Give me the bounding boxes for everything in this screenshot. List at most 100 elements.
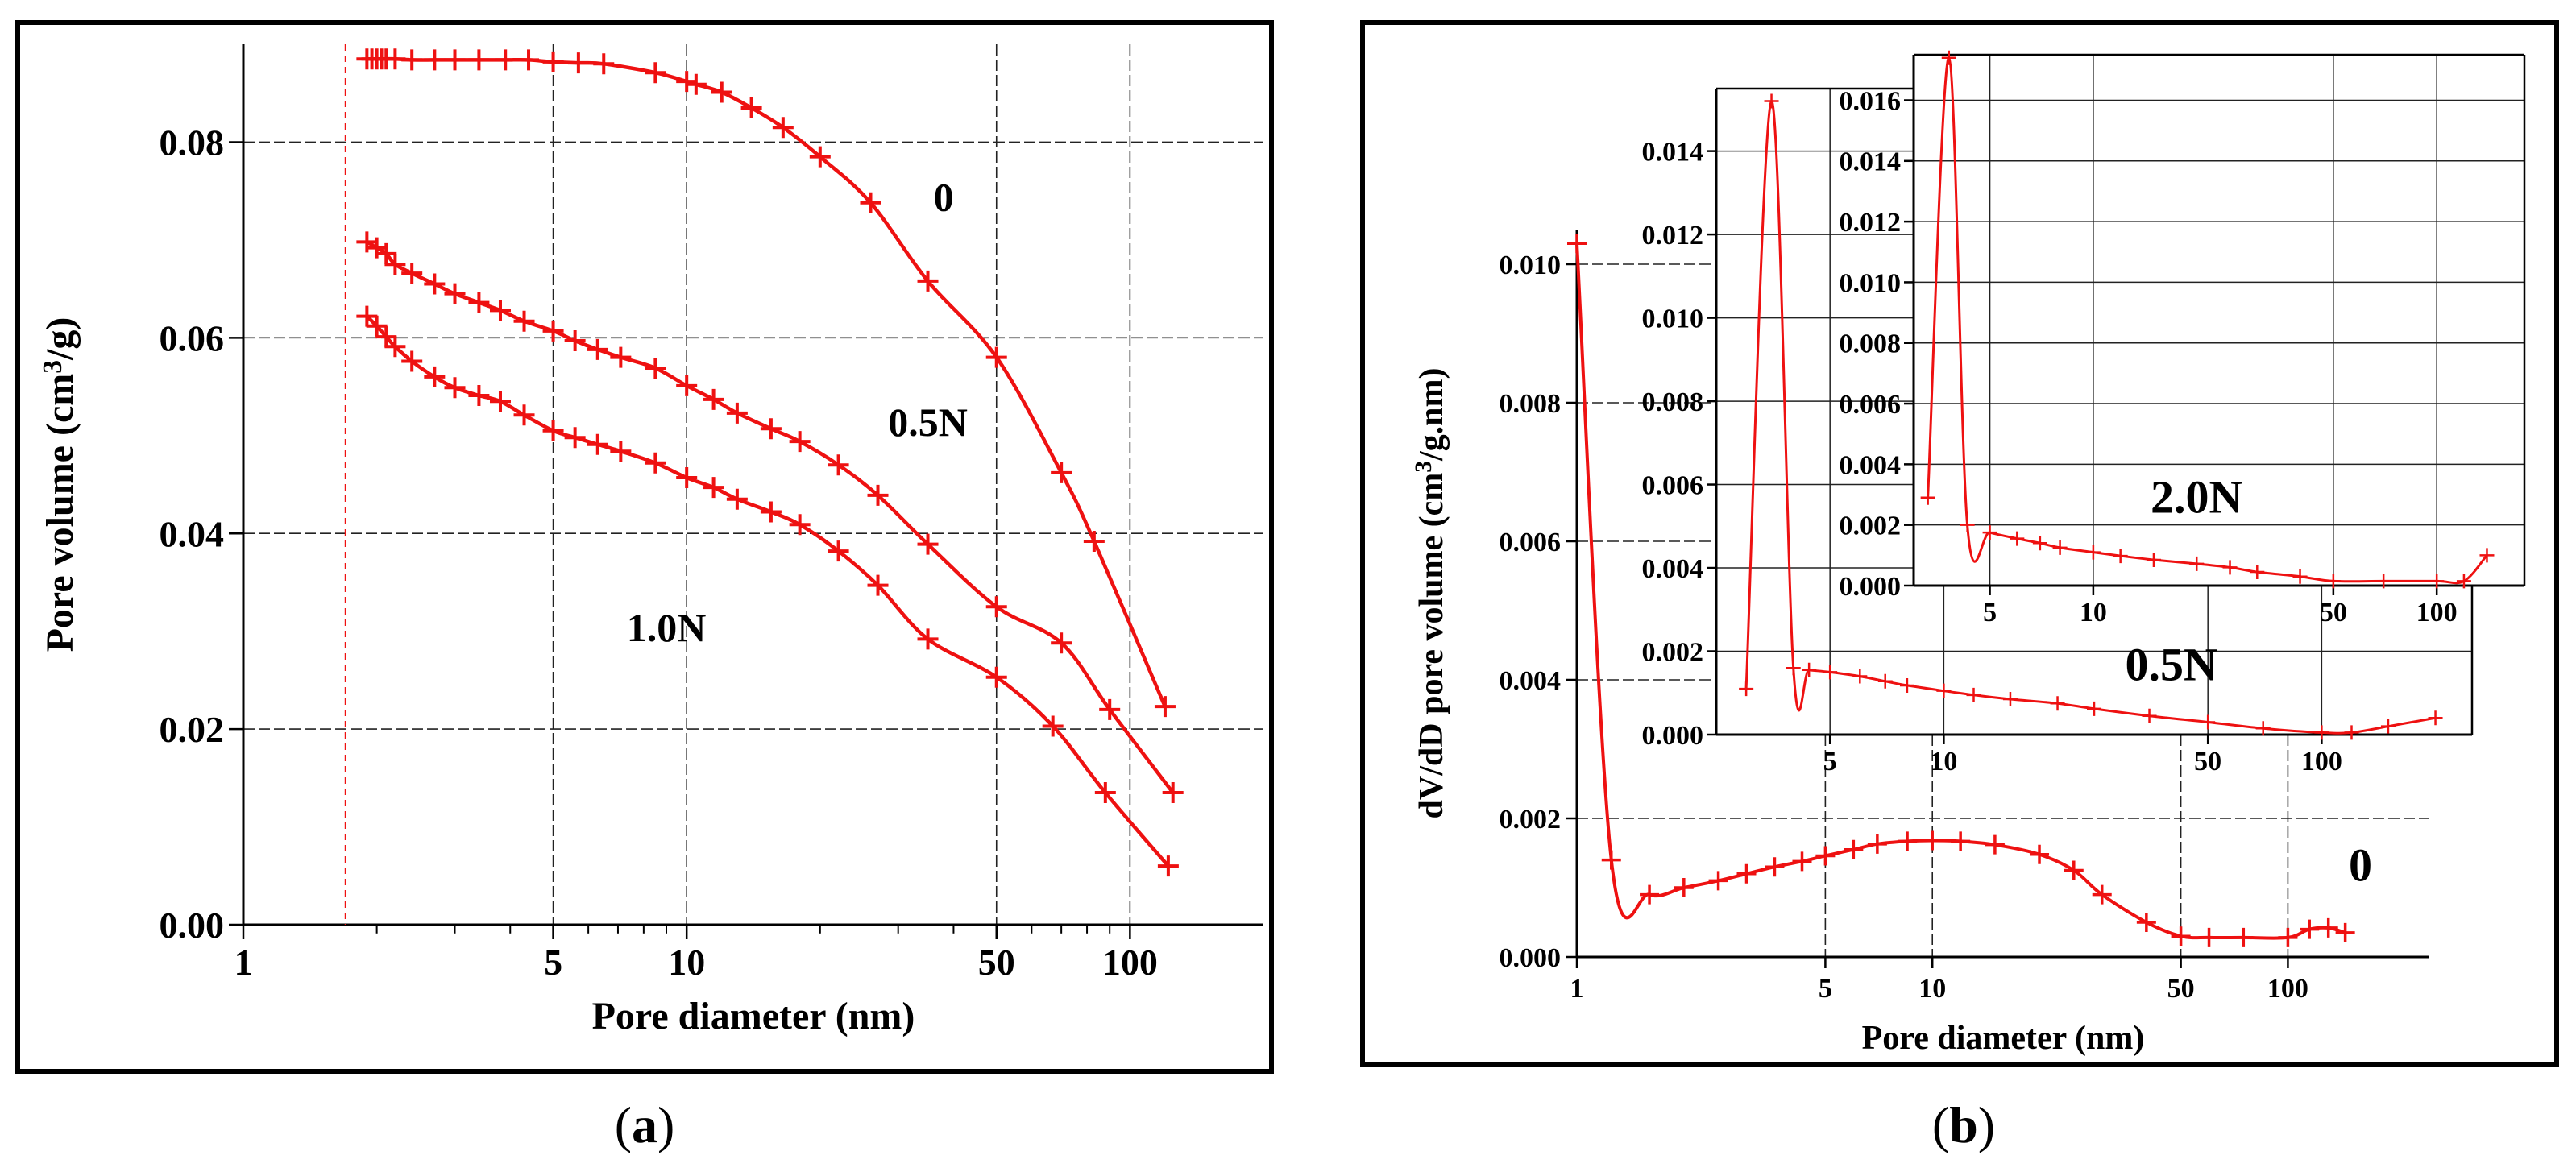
chart-a-series-0-point-16 <box>676 71 698 93</box>
chart-b-main-series-0-point-21 <box>2234 927 2254 947</box>
chart-a-series-line-0 <box>367 56 1167 708</box>
chart-a-series-2-point-19 <box>789 514 811 536</box>
chart-b-inset-0.5N-series-0-point-4 <box>1823 665 1838 680</box>
chart-b-inset-0.5N-series-0-point-5 <box>1852 669 1868 684</box>
chart-a-series-0-point-11 <box>518 49 540 71</box>
chart-b-inset-0.5N-annotation-0: 0.5N <box>2126 639 2218 691</box>
chart-b-inset-0.5N-ytick-label-0: 0.000 <box>1642 721 1704 751</box>
chart-a-series-2-point-6 <box>444 377 466 399</box>
chart-b-inset-0.5N-ytick-label-1: 0.002 <box>1642 637 1704 667</box>
chart-a-series-0-point-27 <box>1154 696 1176 718</box>
chart-b-main-series-0-point-4 <box>1708 871 1728 891</box>
chart-b-main-xtick-label-1: 5 <box>1819 974 1832 1004</box>
chart-b-inset-0.5N-series-0-point-10 <box>2002 692 2018 707</box>
chart-a-series-2-point-12 <box>587 433 608 455</box>
chart-b-inset-2.0N-series-0-point-12 <box>2250 565 2265 580</box>
chart-a-series-1-point-3 <box>384 254 406 275</box>
caption-b-letter: b <box>1949 1096 1978 1153</box>
chart-a-series-1-point-26 <box>1162 782 1184 804</box>
chart-b-inset-0.5N-ytick-label-2: 0.004 <box>1642 554 1704 584</box>
chart-a-series-2-point-1 <box>366 315 388 337</box>
chart-a-annotation-1: 0.5N <box>888 400 968 445</box>
chart-b-inset-0.5N-xtick-label-3: 100 <box>2301 747 2342 777</box>
chart-b-inset-0.5N-series-0-point-9 <box>1966 687 1981 702</box>
chart-a-series-1-point-24 <box>1051 632 1072 654</box>
chart-a-series-0-point-9 <box>468 49 490 71</box>
chart-b-inset-0.5N-series-0-point-13 <box>2142 708 2157 723</box>
chart-b-inset-0.5N-xtick-label-0: 5 <box>1823 747 1837 777</box>
chart-b-inset-2.0N-series-0-point-6 <box>2052 540 2068 555</box>
chart-a-series-2-point-14 <box>645 452 666 474</box>
chart-a-annotation-0: 0 <box>934 174 954 219</box>
chart-b-inset-0.5N-series-0-point-3 <box>1802 662 1817 677</box>
chart-b-inset-0.5N-series-0-point-8 <box>1936 683 1952 698</box>
chart-a-series-1-point-12 <box>587 338 608 360</box>
chart-b-main-ytick-label-4: 0.008 <box>1500 389 1562 419</box>
chart-a-series-0-point-12 <box>542 51 564 72</box>
chart-a-series-0-point-21 <box>809 146 831 168</box>
chart-b-main-ytick-label-0: 0.000 <box>1500 943 1562 973</box>
chart-b-inset-0.5N-ytick-label-5: 0.010 <box>1642 304 1704 333</box>
chart-a-series-2-point-13 <box>610 441 632 462</box>
chart-a-series-0-point-24 <box>985 346 1007 368</box>
chart-a-series-1-point-19 <box>789 431 811 453</box>
chart-b-main-x-axis-title: Pore diameter (nm) <box>1862 1020 2145 1057</box>
chart-b-inset-2.0N-series-0-point-5 <box>2032 536 2047 551</box>
chart-b-inset-2.0N-series-0-point-3 <box>1982 525 1997 540</box>
caption-b: (b) <box>1932 1096 1995 1153</box>
chart-b-inset-2.0N-series-0-point-1 <box>1941 50 1956 65</box>
chart-a-y-axis-title-end: /g) <box>39 317 81 361</box>
chart-b-main-series-0-point-10 <box>1867 834 1887 854</box>
chart-b-inset-2.0N-annotation-0: 2.0N <box>2151 471 2243 524</box>
chart-b-main-ytick-label-1: 0.002 <box>1500 805 1562 834</box>
chart-a-series-2-point-5 <box>424 366 446 387</box>
chart-b-main-ytick-label-5: 0.010 <box>1500 251 1562 280</box>
chart-b-inset-0.5N-series-0-point-17 <box>2344 725 2359 740</box>
chart-b-inset-2.0N-series-0-point-8 <box>2113 549 2128 564</box>
chart-a-series-1-point-5 <box>424 273 446 295</box>
chart-a-xtick-label-2: 10 <box>668 942 705 983</box>
chart-a-series-2-point-9 <box>513 404 535 426</box>
chart-a-series-1-point-15 <box>676 375 698 396</box>
chart-b-main-series-0-point-2 <box>1640 884 1660 905</box>
chart-b-inset-0.5N-series-0-point-7 <box>1899 677 1914 693</box>
chart-b-main-series-0-point-0 <box>1567 234 1587 254</box>
chart-b-main-series-0-point-14 <box>1985 834 2005 855</box>
chart-a-series-0-point-22 <box>860 192 881 213</box>
chart-a-series-0-point-6 <box>401 49 423 71</box>
chart-b-inset-0.5N-xtick-label-2: 50 <box>2194 747 2221 777</box>
chart-b-inset-2.0N-ytick-label-6: 0.012 <box>1840 208 1902 238</box>
chart-a-x-axis-title: Pore diameter (nm) <box>592 995 915 1037</box>
chart-b-main-series-0-point-23 <box>2300 919 2320 939</box>
chart-b-inset-0.5N-series-0-point-12 <box>2087 701 2101 716</box>
chart-b-inset-0.5N-series-0-point-11 <box>2050 696 2065 711</box>
chart-b-main-xtick-label-2: 10 <box>1919 974 1946 1004</box>
chart-a-series-1-point-20 <box>828 454 849 476</box>
panel-a-chart: 1 5 10 50 100 0.00 0.02 0.04 0.06 0.08 0 0.5N 1.0N Po… <box>38 44 1263 1037</box>
chart-a-series-0-point-15 <box>645 62 666 84</box>
chart-b-inset-2.0N-series-0-point-11 <box>2222 560 2238 575</box>
chart-b-main-series-0-point-5 <box>1736 863 1757 884</box>
chart-b-inset-0.5N-series-0-point-15 <box>2255 721 2271 736</box>
chart-a-series-0-point-23 <box>917 270 939 292</box>
chart-a-series-1-point-22 <box>917 533 939 555</box>
chart-b-inset-2.0N-series-0-point-15 <box>2376 574 2391 589</box>
caption-a-letter: a <box>632 1096 657 1153</box>
chart-a-series-0-point-10 <box>495 49 516 71</box>
chart-b-inset-0.5N-ytick-label-4: 0.008 <box>1642 387 1704 417</box>
chart-b-inset-2.0N-series-0-point-14 <box>2325 574 2341 589</box>
chart-a-series-2-point-21 <box>867 574 889 596</box>
chart-a-series-1-point-10 <box>542 320 564 342</box>
chart-b-inset-0.5N-series-0-point-19 <box>2428 710 2443 726</box>
chart-b-main-xtick-label-4: 100 <box>2267 974 2308 1004</box>
chart-a-y-axis-title-main: Pore volume (cm <box>39 374 81 652</box>
chart-a-series-2-point-11 <box>564 427 586 449</box>
chart-b-inset-2.0N-series-0-point-17 <box>2456 574 2471 589</box>
chart-a-series-0-point-18 <box>711 81 732 103</box>
chart-b-inset-2.0N-plot-bg <box>1914 55 2524 586</box>
chart-a-series-1-point-7 <box>468 292 490 313</box>
chart-b-main-ytick-label-2: 0.004 <box>1500 666 1562 696</box>
chart-a-series-2-point-24 <box>1042 715 1064 737</box>
chart-b-main-series-0-point-22 <box>2278 927 2298 947</box>
chart-b-inset-0.5N-series-0-point-6 <box>1877 673 1893 689</box>
